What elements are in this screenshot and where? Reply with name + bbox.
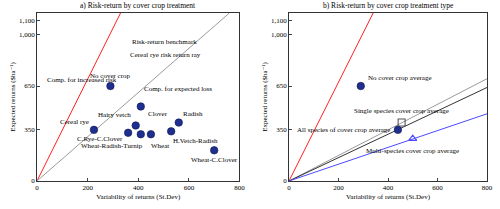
- svg-text:1,000: 1,000: [19, 31, 35, 39]
- svg-text:0: 0: [287, 184, 291, 192]
- svg-text:0: 0: [31, 177, 35, 185]
- svg-text:Cereal rye risk return ray: Cereal rye risk return ray: [130, 51, 201, 59]
- svg-text:No cover crop: No cover crop: [90, 72, 131, 80]
- svg-text:Hairy vetch: Hairy vetch: [98, 111, 131, 119]
- svg-text:200: 200: [333, 184, 344, 192]
- svg-text:0: 0: [283, 177, 287, 185]
- svg-text:Single species cover crop aver: Single species cover crop average: [354, 107, 449, 115]
- svg-text:Wheat-C.Clover: Wheat-C.Clover: [191, 156, 238, 164]
- svg-text:350: 350: [24, 126, 35, 134]
- svg-text:All species of cover crop aver: All species of cover crop average: [297, 126, 390, 134]
- svg-text:600: 600: [432, 184, 443, 192]
- svg-text:b) Risk-return by cover crop t: b) Risk-return by cover crop treatment t…: [323, 1, 454, 10]
- svg-text:Wheat-Radish-Turnip: Wheat-Radish-Turnip: [81, 142, 143, 150]
- svg-text:Comp. for increased risk: Comp. for increased risk: [47, 76, 117, 84]
- svg-text:800: 800: [482, 184, 493, 192]
- svg-text:800: 800: [234, 184, 245, 192]
- svg-text:650: 650: [276, 82, 287, 90]
- svg-text:1,100: 1,100: [271, 17, 287, 25]
- svg-text:Risk-return benchmark: Risk-return benchmark: [132, 38, 197, 46]
- svg-text:400: 400: [383, 184, 394, 192]
- svg-text:No cover crop average: No cover crop average: [368, 74, 432, 82]
- svg-text:600: 600: [184, 184, 195, 192]
- svg-text:Multi-species cover crop avera: Multi-species cover crop average: [366, 147, 459, 155]
- svg-text:Wheat: Wheat: [151, 142, 169, 150]
- svg-text:Cereal rye: Cereal rye: [60, 118, 89, 126]
- svg-text:650: 650: [24, 82, 35, 90]
- svg-text:200: 200: [82, 184, 93, 192]
- svg-text:1,100: 1,100: [19, 17, 35, 25]
- svg-text:Expected returns ($ha⁻¹): Expected returns ($ha⁻¹): [261, 62, 269, 132]
- svg-text:H.Vetch-Radish: H.Vetch-Radish: [173, 137, 218, 145]
- svg-text:400: 400: [133, 184, 144, 192]
- svg-text:a) Risk-return by cover crop t: a) Risk-return by cover crop treatment: [80, 1, 196, 10]
- svg-text:Comp. for expected loss: Comp. for expected loss: [144, 85, 212, 93]
- svg-text:Variability of returns (St.Dev: Variability of returns (St.Dev): [96, 193, 181, 201]
- svg-text:350: 350: [276, 126, 287, 134]
- svg-text:Clover: Clover: [148, 110, 168, 118]
- svg-text:Variability of returns (St.Dev: Variability of returns (St.Dev): [346, 193, 431, 201]
- svg-text:C.Rye-C.Clover: C.Rye-C.Clover: [77, 135, 123, 143]
- svg-text:1,000: 1,000: [271, 31, 287, 39]
- svg-text:0: 0: [35, 184, 39, 192]
- svg-text:Expected returns ($ha⁻¹): Expected returns ($ha⁻¹): [9, 62, 17, 132]
- svg-text:Radish: Radish: [183, 110, 203, 118]
